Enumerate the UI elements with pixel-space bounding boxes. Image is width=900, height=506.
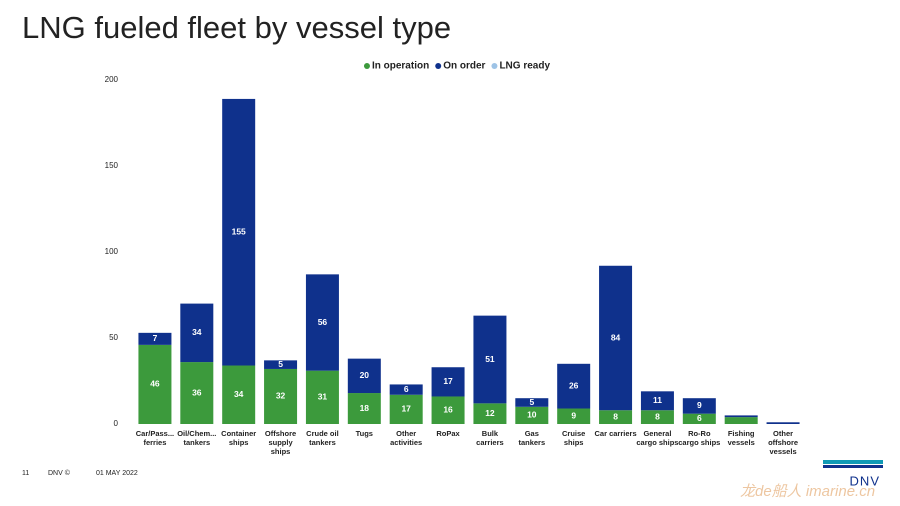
- bar-segment: [389, 394, 423, 424]
- x-tick-label: Cruise ships: [562, 429, 585, 447]
- bar-segment: [305, 274, 339, 371]
- brand: DNV ©: [48, 469, 71, 477]
- bar-segment: [222, 98, 256, 366]
- logo-stripe: [823, 460, 883, 464]
- bar-segment: [515, 406, 549, 424]
- legend-label: LNG ready: [499, 61, 550, 72]
- bar-segment: [180, 362, 214, 424]
- bar-segment: [389, 384, 423, 395]
- x-tick-label: Bulk carriers: [476, 429, 504, 447]
- bar-segment: [640, 391, 674, 411]
- x-tick-label: Gas tankers: [518, 429, 545, 447]
- bar-segment: [138, 332, 172, 345]
- bar-segment: [515, 398, 549, 407]
- value-label: 11: [653, 395, 662, 405]
- watermark: 龙de船人 imarine.cn: [740, 483, 875, 500]
- bar-segment: [431, 396, 465, 424]
- bar-segment: [222, 365, 256, 424]
- bar-segment: [347, 393, 381, 424]
- bar-segment: [557, 363, 591, 409]
- bar-segment: [264, 368, 298, 424]
- y-tick-label: 200: [105, 75, 119, 84]
- legend-label: On order: [443, 61, 485, 72]
- value-label: 84: [611, 332, 621, 342]
- value-label: 17: [443, 376, 453, 386]
- value-label: 51: [485, 354, 495, 364]
- bar-segment: [724, 415, 758, 418]
- value-label: 46: [150, 379, 160, 389]
- y-tick-label: 100: [105, 247, 119, 256]
- bar-segment: [138, 344, 172, 424]
- value-label: 12: [485, 408, 495, 418]
- bar-segment: [599, 410, 633, 424]
- value-label: 16: [443, 404, 453, 414]
- legend-swatch: [363, 63, 370, 69]
- bar-segment: [431, 367, 465, 397]
- bar-segment: [305, 370, 339, 424]
- x-tick-label: Car carriers: [595, 429, 637, 438]
- logo: DNV: [850, 473, 880, 488]
- value-label: 8: [655, 411, 660, 421]
- x-tick-label: Other offshore vessels: [768, 429, 798, 456]
- value-label: 6: [404, 384, 409, 394]
- value-label: 18: [360, 403, 370, 413]
- chart-title: LNG fueled fleet by vessel type: [22, 10, 451, 45]
- bar-segment: [682, 413, 716, 424]
- bar-segment: [473, 315, 507, 404]
- x-tick-label: Container ships: [221, 429, 256, 447]
- logo-stripe: [823, 465, 883, 468]
- value-label: 56: [318, 317, 328, 327]
- x-tick-label: Crude oil tankers: [306, 429, 339, 447]
- value-label: 6: [697, 413, 702, 423]
- x-tick-label: Fishing vessels: [728, 429, 755, 447]
- value-label: 5: [529, 397, 534, 407]
- y-tick-label: 0: [114, 419, 119, 428]
- bar-segment: [640, 410, 674, 424]
- date: 01 MAY 2022: [96, 470, 138, 477]
- page-number: 11: [22, 470, 29, 477]
- x-tick-label: Offshore supply ships: [265, 429, 296, 456]
- bar-segment: [264, 360, 298, 369]
- legend-swatch: [491, 63, 498, 69]
- bar-segment: [473, 403, 507, 424]
- bar-segment: [557, 408, 591, 424]
- value-label: 7: [153, 333, 158, 343]
- y-tick-label: 50: [109, 333, 118, 342]
- value-label: 32: [276, 391, 286, 401]
- value-label: 9: [697, 400, 702, 410]
- x-tick-label: Ro-Ro cargo ships: [678, 429, 720, 447]
- value-label: 155: [232, 226, 246, 236]
- value-label: 34: [234, 389, 244, 399]
- legend-swatch: [435, 63, 442, 69]
- x-tick-label: Car/Pass... ferries: [136, 429, 174, 447]
- value-label: 36: [192, 387, 202, 397]
- value-label: 34: [192, 327, 202, 337]
- x-tick-label: Oil/Chem... tankers: [177, 429, 216, 447]
- value-label: 20: [360, 370, 370, 380]
- bar-segment: [599, 265, 633, 411]
- bar-segment: [724, 417, 758, 424]
- x-tick-label: General cargo ships: [636, 429, 678, 447]
- value-label: 8: [613, 411, 618, 421]
- bar-segment: [347, 358, 381, 394]
- value-label: 10: [527, 410, 537, 420]
- value-label: 5: [278, 359, 283, 369]
- bar-segment: [180, 303, 214, 363]
- legend-label: In operation: [372, 61, 429, 72]
- value-label: 26: [569, 380, 579, 390]
- x-tick-label: Other activities: [390, 429, 422, 447]
- bar-segment: [766, 422, 800, 424]
- value-label: 31: [318, 392, 328, 402]
- x-tick-label: Tugs: [356, 429, 373, 438]
- value-label: 9: [571, 411, 576, 421]
- bar-segment: [682, 398, 716, 414]
- y-tick-label: 150: [105, 161, 119, 170]
- value-label: 17: [401, 404, 411, 414]
- x-tick-label: RoPax: [436, 429, 460, 438]
